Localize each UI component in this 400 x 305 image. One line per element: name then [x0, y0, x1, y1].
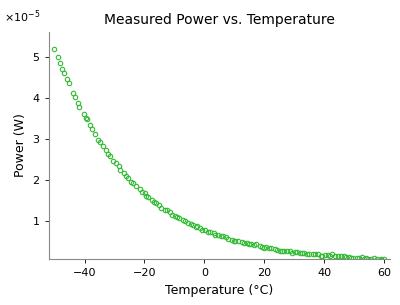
Text: $\times10^{-5}$: $\times10^{-5}$ [4, 9, 40, 25]
Title: Measured Power vs. Temperature: Measured Power vs. Temperature [104, 13, 335, 27]
X-axis label: Temperature (°C): Temperature (°C) [165, 284, 274, 297]
Y-axis label: Power (W): Power (W) [14, 113, 27, 178]
